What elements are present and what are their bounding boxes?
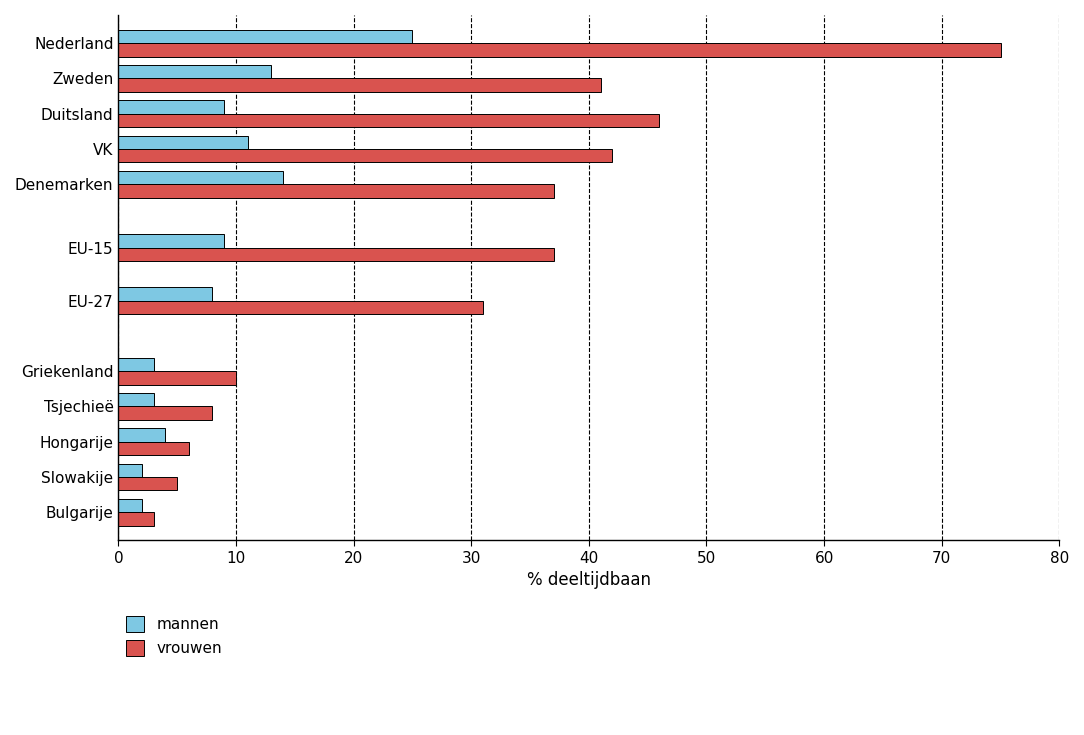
Bar [118,477,177,490]
Bar [118,65,271,79]
Bar [118,234,224,248]
Bar [118,371,236,384]
Bar [118,287,212,301]
Bar [118,79,601,92]
X-axis label: % deeltijdbaan: % deeltijdbaan [527,571,650,589]
Bar [118,512,154,526]
Bar [118,499,142,512]
Bar [118,442,189,455]
Bar [118,171,283,184]
Bar [118,429,166,442]
Bar [118,406,212,420]
Bar [118,464,142,477]
Bar [118,301,483,314]
Bar [118,248,554,261]
Bar [118,135,248,149]
Bar [118,114,659,127]
Bar [118,30,412,43]
Bar [118,393,154,406]
Bar [118,184,554,198]
Bar [118,43,1001,57]
Legend: mannen, vrouwen: mannen, vrouwen [126,617,222,656]
Bar [118,358,154,371]
Bar [118,149,612,162]
Bar [118,101,224,114]
